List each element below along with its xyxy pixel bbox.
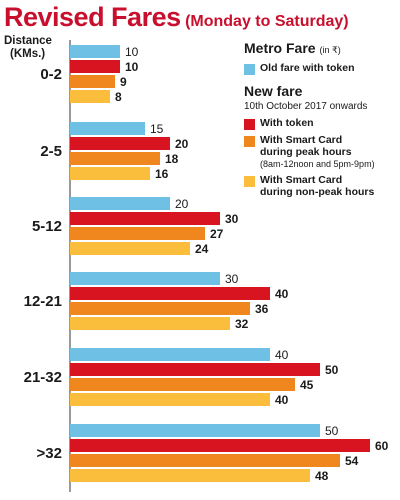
bar-token [70,137,170,150]
value-label-peak: 54 [345,454,359,468]
chart-title-sub: (Monday to Saturday) [185,13,349,30]
axis-title-line2: (KMs.) [10,48,45,60]
category-label: >32 [37,445,62,462]
bar-peak [70,302,250,315]
legend-swatch-offpeak [244,176,255,187]
value-label-token: 50 [325,363,339,377]
value-label-old: 20 [175,197,189,211]
legend-label-offpeak-line2: during non-peak hours [260,186,375,198]
bar-peak [70,227,205,240]
legend-swatch-peak [244,136,255,147]
bar-offpeak [70,393,270,406]
value-label-token: 20 [175,137,189,151]
legend-item-token: With token [244,117,400,130]
legend-old-heading: Metro Fare (in ₹) [244,40,400,58]
legend-swatch-old [244,64,255,75]
category-label: 12-21 [24,293,62,310]
value-label-peak: 9 [120,75,127,89]
chart-title-main: Revised Fares [4,2,181,32]
value-label-old: 10 [125,45,139,59]
value-label-peak: 36 [255,302,269,316]
legend-label-offpeak: With Smart Card during non-peak hours [260,174,374,198]
legend: Metro Fare (in ₹) Old fare with token Ne… [244,40,400,198]
value-label-token: 60 [375,439,389,453]
legend-label-peak-line2: during peak hours [260,146,352,158]
legend-label-old: Old fare with token [260,62,355,74]
legend-item-peak: With Smart Card during peak hours (8am-1… [244,134,400,170]
bar-old [70,197,170,210]
bar-old [70,122,145,135]
bar-old [70,272,220,285]
legend-new-title: New fare [244,83,303,99]
bar-token [70,212,220,225]
value-label-offpeak: 16 [155,167,169,181]
bar-token [70,60,120,73]
bar-peak [70,454,340,467]
bar-token [70,439,370,452]
legend-item-offpeak: With Smart Card during non-peak hours [244,174,400,198]
value-label-token: 40 [275,287,289,301]
bar-offpeak [70,469,310,482]
bar-peak [70,152,160,165]
bar-offpeak [70,242,190,255]
category-label: 0-2 [40,66,62,83]
bar-peak [70,75,115,88]
legend-swatch-token [244,119,255,130]
category-label: 21-32 [24,369,62,386]
value-label-old: 30 [225,272,239,286]
bar-old [70,45,120,58]
bar-old [70,424,320,437]
value-label-old: 15 [150,122,164,136]
legend-label-peak-note: (8am-12noon and 5pm-9pm) [260,159,375,169]
bar-peak [70,378,295,391]
bar-token [70,287,270,300]
value-label-offpeak: 32 [235,317,249,331]
legend-label-peak-line1: With Smart Card [260,134,343,146]
value-label-offpeak: 40 [275,393,289,407]
axis-title-line1: Distance [4,35,52,47]
value-label-offpeak: 24 [195,242,209,256]
legend-old-unit: (in ₹) [319,45,341,55]
legend-item-old: Old fare with token [244,62,400,75]
value-label-offpeak: 48 [315,469,329,483]
category-label: 5-12 [32,218,62,235]
value-label-old: 40 [275,348,289,362]
legend-old-title: Metro Fare [244,40,316,56]
value-label-old: 50 [325,424,339,438]
value-label-peak: 18 [165,152,179,166]
category-label: 2-5 [40,143,62,160]
value-label-peak: 45 [300,378,314,392]
bar-offpeak [70,317,230,330]
legend-label-offpeak-line1: With Smart Card [260,174,343,186]
legend-label-token: With token [260,117,314,129]
legend-label-peak: With Smart Card during peak hours (8am-1… [260,134,375,170]
bar-offpeak [70,90,110,103]
bar-offpeak [70,167,150,180]
value-label-peak: 27 [210,227,224,241]
bar-token [70,363,320,376]
chart-title: Revised Fares (Monday to Saturday) [4,2,349,33]
value-label-token: 30 [225,212,239,226]
bar-old [70,348,270,361]
legend-new-date: 10th October 2017 onwards [244,101,368,112]
value-label-token: 10 [125,60,139,74]
value-label-offpeak: 8 [115,90,122,104]
